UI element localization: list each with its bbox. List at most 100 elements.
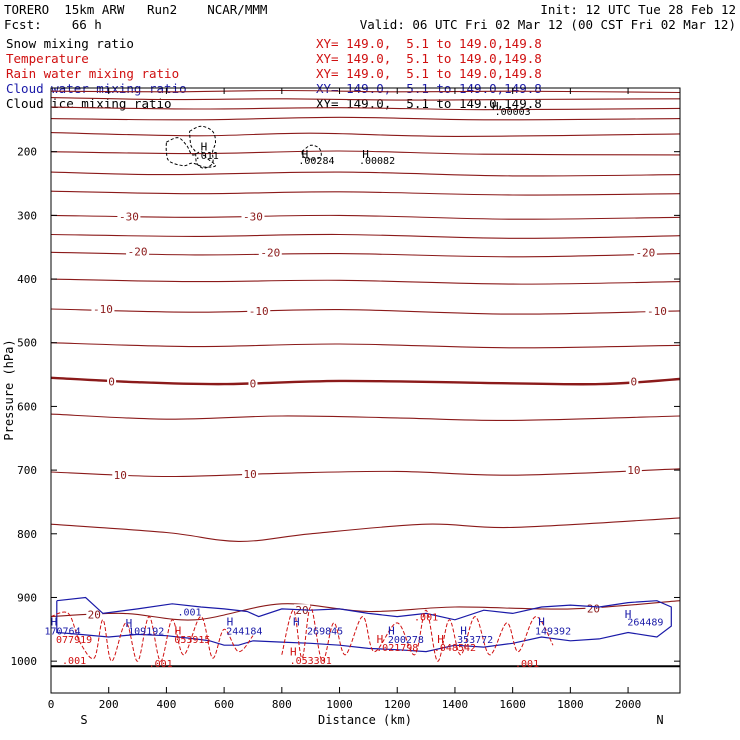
- temperature-label: 20: [587, 602, 600, 615]
- cloud-water-max-label: 109192: [128, 627, 164, 638]
- temperature-contour-0: [50, 376, 681, 386]
- header-init: Init: 12 UTC Tue 28 Feb 12: [540, 2, 736, 17]
- temperature-contour-15: [50, 517, 681, 542]
- y-tick-label: 900: [17, 591, 37, 604]
- temperature-label: -20: [128, 246, 148, 259]
- y-tick-label: 800: [17, 528, 37, 541]
- y-tick-label: 700: [17, 464, 37, 477]
- temperature-label: -20: [260, 246, 280, 259]
- x-tick-label: 1200: [384, 698, 411, 711]
- temperature-contour-m50: [50, 132, 681, 137]
- temperature-label: -10: [249, 305, 269, 318]
- ice-max-label: .00003: [495, 107, 531, 118]
- cloud-water-max-label: 200278: [388, 635, 424, 646]
- x-tick-label: 1800: [557, 698, 584, 711]
- ice-max-label: .00284: [298, 156, 334, 167]
- temperature-label-bg: [633, 246, 657, 258]
- ice-max-marker: H: [362, 148, 369, 161]
- cloud-water-max-label: 170764: [44, 627, 80, 638]
- temperature-label-bg: [629, 375, 639, 387]
- y-tick-label: 400: [17, 273, 37, 286]
- rain-max-marker: H: [290, 646, 297, 659]
- temperature-label: 0: [631, 376, 638, 389]
- temperature-contour-m25: [50, 233, 681, 239]
- temperature-label-bg: [247, 304, 271, 316]
- ice-max-label: .00082: [359, 156, 395, 167]
- plot-frame: [50, 87, 681, 694]
- temperature-contour-m5: [50, 342, 681, 349]
- rain-max-marker: H: [175, 625, 182, 638]
- temperature-label: -20: [635, 246, 655, 259]
- x-tick-label: 1600: [499, 698, 526, 711]
- x-tick-label: 2000: [615, 698, 642, 711]
- y-tick-label: 300: [17, 209, 37, 222]
- cloud-water-max-marker: H: [625, 608, 632, 621]
- x-tick-label: 0: [48, 698, 55, 711]
- temperature-label-bg: [117, 210, 141, 222]
- rain-max-label: .001: [414, 613, 438, 624]
- temperature-label-bg: [258, 246, 282, 258]
- x-axis-label: Distance (km): [318, 713, 412, 727]
- cloud-ice-contour: [165, 137, 216, 168]
- end-label-north: N: [656, 713, 663, 727]
- rain-max-label: .001: [62, 656, 86, 667]
- temperature-label-bg: [107, 375, 117, 387]
- temperature-label: -30: [243, 211, 263, 224]
- temperature-label: -30: [119, 211, 139, 224]
- temperature-label-bg: [625, 464, 642, 476]
- cloud-water-max-label: 353772: [457, 635, 493, 646]
- legend-xy-temperature: XY= 149.0, 5.1 to 149.0,149.8: [316, 51, 542, 66]
- header-fcst: Fcst: 66 h: [4, 17, 102, 32]
- temperature-label-bg: [86, 608, 103, 620]
- temperature-label-bg: [126, 245, 150, 257]
- temperature-label-bg: [242, 467, 259, 479]
- rain-max-label: 077919: [56, 635, 92, 646]
- ice-max-marker: H: [302, 148, 309, 161]
- legend-xy-snow: XY= 149.0, 5.1 to 149.0,149.8: [316, 36, 542, 51]
- temperature-contour-m35: [50, 190, 681, 196]
- y-tick-label: 1000: [11, 655, 38, 668]
- temperature-label: 10: [243, 468, 256, 481]
- temperature-label-bg: [248, 377, 258, 389]
- temperature-contour-m70: [50, 89, 681, 94]
- cloud-water-max-marker: H: [293, 616, 300, 629]
- cloud-water-max-marker: H: [227, 616, 234, 629]
- rain-water-contour: [50, 611, 254, 662]
- x-tick-label: 600: [214, 698, 234, 711]
- cloud-ice-contour: [189, 125, 217, 169]
- temperature-contour-m30: [50, 214, 681, 220]
- ice-max-marker: H: [201, 141, 208, 154]
- cloud-water-max-label: 149392: [535, 627, 571, 638]
- x-tick-label: 1400: [442, 698, 469, 711]
- temperature-label-bg: [241, 210, 265, 222]
- temperature-label: 10: [627, 464, 640, 477]
- x-tick-label: 400: [156, 698, 176, 711]
- cloud-water-max-marker: H: [51, 616, 58, 629]
- temperature-label-bg: [645, 304, 669, 316]
- y-tick-label: 600: [17, 400, 37, 413]
- temperature-label-bg: [585, 602, 602, 614]
- cloud-water-max-label: 264489: [627, 618, 663, 629]
- temperature-label: 20: [295, 604, 308, 617]
- cloud-water-max-marker: H: [538, 616, 545, 629]
- temperature-contour-m45: [50, 150, 681, 156]
- temperature-label: -10: [93, 303, 113, 316]
- temperature-contour-5: [50, 413, 681, 421]
- y-tick-label: 500: [17, 337, 37, 350]
- y-axis-label: Pressure (hPa): [2, 339, 16, 440]
- cloud-ice-contour: [301, 144, 322, 160]
- cloud-water-max-marker: H: [126, 617, 133, 630]
- rain-max-label: .021798: [376, 643, 418, 654]
- rain-max-label: .048542: [434, 643, 476, 654]
- temperature-label: 0: [250, 377, 257, 390]
- ice-max-label: .011: [195, 151, 219, 162]
- legend-xy-rain: XY= 149.0, 5.1 to 149.0,149.8: [316, 66, 542, 81]
- rain-max-label: .001: [149, 659, 173, 670]
- header-valid: Valid: 06 UTC Fri 02 Mar 12 (00 CST Fri …: [359, 17, 736, 32]
- legend-name-snow: Snow mixing ratio: [6, 36, 134, 51]
- temperature-label: -10: [647, 305, 667, 318]
- temperature-contour-m40: [50, 171, 681, 177]
- y-tick-label: 200: [17, 146, 37, 159]
- temperature-label-bg: [91, 302, 115, 314]
